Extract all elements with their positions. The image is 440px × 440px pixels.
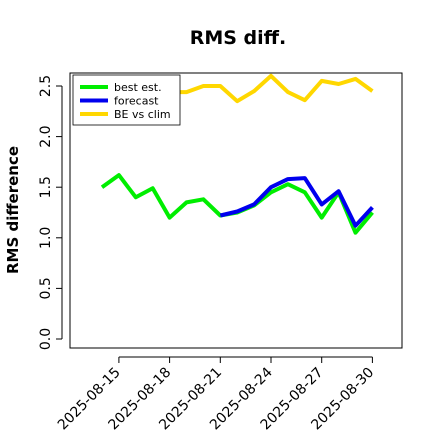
series-line-forecast (219, 176, 374, 228)
legend-label: BE vs clim (114, 108, 171, 121)
chart-title: RMS diff. (190, 27, 287, 49)
plot-frame (69, 72, 403, 349)
series-line-be-vs-clim (152, 73, 374, 104)
y-tick-label: 0.5 (38, 277, 54, 299)
y-axis: 0.0 0.5 1.0 1.5 2.0 2.5 (38, 75, 63, 350)
legend-label: forecast (114, 95, 159, 108)
y-tick-label: 1.0 (38, 227, 54, 249)
plot-series (100, 73, 374, 235)
y-tick-label: 0.0 (38, 328, 54, 350)
y-tick-label: 2.5 (38, 75, 54, 97)
x-axis: 2025-08-152025-08-182025-08-212025-08-24… (55, 356, 377, 433)
y-tick-label: 1.5 (38, 176, 54, 198)
series-line-best-est- (100, 173, 374, 235)
y-tick-label: 2.0 (38, 125, 54, 147)
y-axis-label: RMS difference (4, 146, 22, 274)
legend-label: best est. (114, 81, 162, 94)
